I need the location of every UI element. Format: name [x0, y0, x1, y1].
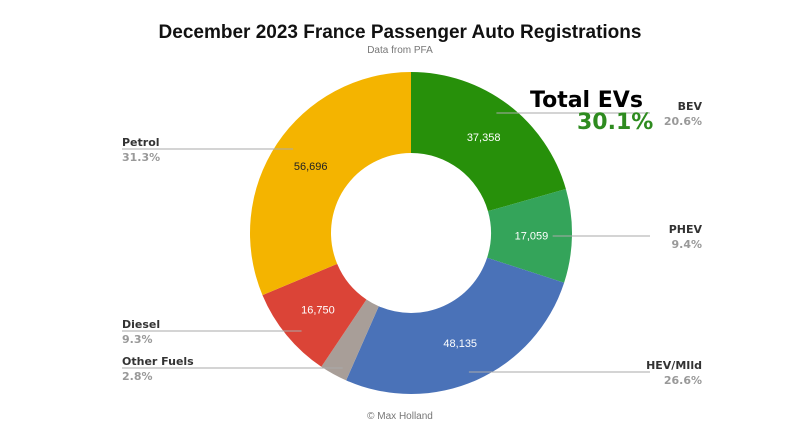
total-evs-value: 30.1%	[577, 110, 654, 135]
legend-label: PHEV	[669, 223, 703, 236]
slice-value-label: 17,059	[515, 230, 549, 242]
legend-percent: 9.4%	[671, 238, 702, 251]
slice-value-label: 16,750	[301, 305, 335, 317]
slice-bev	[411, 72, 566, 212]
chart-subtitle: Data from PFA	[367, 45, 433, 56]
slice-other-fuels	[321, 299, 379, 381]
slice-value-label: 48,135	[443, 338, 477, 350]
legend-percent: 9.3%	[122, 333, 153, 346]
chart-footer: © Max Holland	[367, 411, 433, 422]
slice-value-label: 56,696	[294, 161, 328, 173]
slice-hev-mild	[346, 257, 565, 394]
legend-percent: 2.8%	[122, 370, 153, 383]
legend-label: HEV/MIld	[646, 359, 702, 372]
legend-label: Diesel	[122, 318, 160, 331]
legend-label: BEV	[678, 100, 703, 113]
total-evs-label: Total EVs	[530, 88, 643, 113]
slice-diesel	[262, 263, 367, 367]
legend-label: Other Fuels	[122, 355, 194, 368]
legend-percent: 20.6%	[664, 115, 702, 128]
slice-petrol	[250, 72, 411, 296]
legend-label: Petrol	[122, 136, 160, 149]
legend-percent: 31.3%	[122, 151, 160, 164]
legend-percent: 26.6%	[664, 374, 702, 387]
chart-title: December 2023 France Passenger Auto Regi…	[158, 22, 642, 43]
slice-phev	[487, 189, 572, 283]
slice-value-label: 37,358	[467, 132, 501, 144]
